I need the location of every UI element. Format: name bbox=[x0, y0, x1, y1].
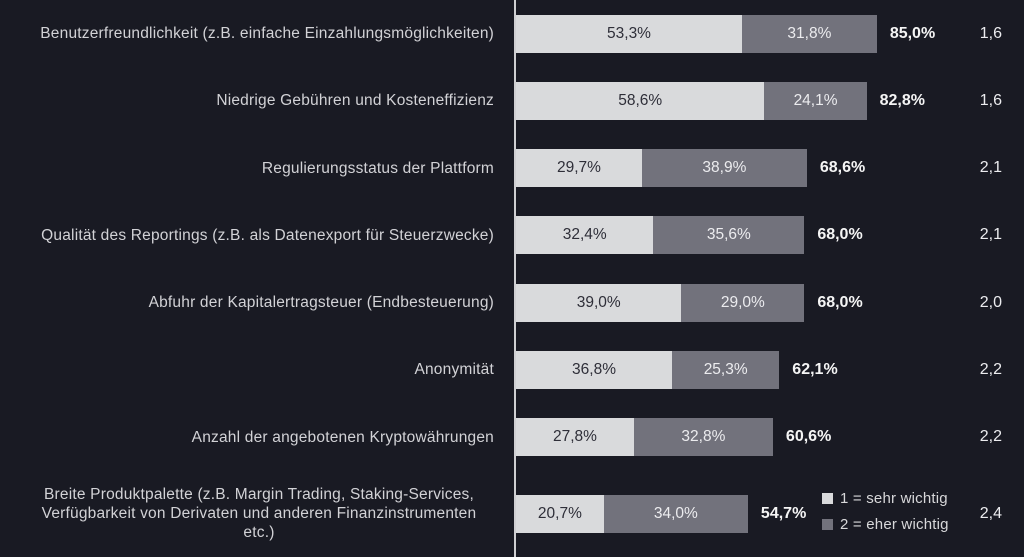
chart-row: Niedrige Gebühren und Kosteneffizienz 58… bbox=[0, 67, 1024, 134]
chart-row: Breite Produktpalette (z.B. Margin Tradi… bbox=[0, 471, 1024, 557]
mean-value-label: 2,1 bbox=[979, 226, 1002, 244]
bar-segment-eher-wichtig: 32,8% bbox=[633, 418, 773, 457]
bar-segment-sehr-wichtig: 20,7% bbox=[516, 494, 604, 533]
total-percent-label: 62,1% bbox=[792, 360, 838, 378]
bar-segment-eher-wichtig: 24,1% bbox=[764, 81, 867, 120]
category-label: Anzahl der angebotenen Kryptowährungen bbox=[191, 428, 494, 446]
stacked-bar: 39,0% 29,0% 68,0% bbox=[516, 283, 863, 322]
stacked-bar: 32,4% 35,6% 68,0% bbox=[516, 216, 863, 255]
segment-value-label: 20,7% bbox=[537, 504, 582, 522]
category-label: Niedrige Gebühren und Kosteneffizienz bbox=[216, 92, 494, 110]
category-label: Regulierungsstatus der Plattform bbox=[261, 159, 494, 177]
segment-value-label: 39,0% bbox=[576, 293, 621, 311]
total-percent-label: 82,8% bbox=[879, 91, 925, 109]
segment-value-label: 58,6% bbox=[618, 91, 663, 109]
mean-value-label: 1,6 bbox=[979, 24, 1002, 42]
mean-value-label: 2,1 bbox=[979, 159, 1002, 177]
total-percent-label: 60,6% bbox=[785, 428, 832, 446]
bar-segment-eher-wichtig: 25,3% bbox=[672, 350, 780, 389]
bar-segment-sehr-wichtig: 27,8% bbox=[516, 418, 634, 457]
segment-value-label: 34,0% bbox=[653, 504, 698, 522]
segment-value-label: 53,3% bbox=[607, 24, 651, 42]
mean-value-label: 2,0 bbox=[979, 293, 1002, 311]
stacked-bar: 58,6% 24,1% 82,8% bbox=[516, 81, 925, 120]
chart-row: Abfuhr der Kapitalertragsteuer (Endbeste… bbox=[0, 269, 1024, 336]
bar-segment-sehr-wichtig: 32,4% bbox=[516, 216, 654, 255]
legend-item-eher-wichtig: 2 = eher wichtig bbox=[822, 516, 949, 533]
segment-value-label: 25,3% bbox=[703, 360, 748, 378]
bar-segment-sehr-wichtig: 58,6% bbox=[516, 81, 765, 120]
bar-segment-sehr-wichtig: 53,3% bbox=[516, 14, 742, 53]
mean-value-label: 1,6 bbox=[979, 91, 1002, 109]
total-percent-label: 85,0% bbox=[889, 24, 936, 42]
legend-label-eher-wichtig: 2 = eher wichtig bbox=[840, 516, 949, 533]
legend-item-sehr-wichtig: 1 = sehr wichtig bbox=[822, 490, 949, 507]
segment-value-label: 24,1% bbox=[793, 91, 838, 109]
category-label: Abfuhr der Kapitalertragsteuer (Endbeste… bbox=[148, 294, 494, 312]
chart-row: Anzahl der angebotenen Kryptowährungen 2… bbox=[0, 404, 1024, 471]
legend-swatch-eher-wichtig bbox=[822, 519, 833, 530]
baseline-axis bbox=[514, 0, 516, 557]
total-percent-label: 68,0% bbox=[817, 293, 863, 311]
segment-value-label: 32,4% bbox=[562, 226, 607, 244]
chart-row: Regulierungsstatus der Plattform 29,7% 3… bbox=[0, 135, 1024, 202]
bar-segment-eher-wichtig: 34,0% bbox=[603, 494, 748, 533]
stacked-bar: 27,8% 32,8% 60,6% bbox=[516, 418, 832, 457]
segment-value-label: 35,6% bbox=[706, 226, 751, 244]
bar-segment-eher-wichtig: 31,8% bbox=[741, 14, 877, 53]
bar-segment-eher-wichtig: 35,6% bbox=[653, 216, 805, 255]
stacked-bar: 36,8% 25,3% 62,1% bbox=[516, 350, 838, 389]
chart-row: Benutzerfreundlichkeit (z.B. einfache Ei… bbox=[0, 0, 1024, 67]
segment-value-label: 29,0% bbox=[720, 293, 765, 311]
mean-value-label: 2,4 bbox=[979, 504, 1002, 522]
bar-segment-sehr-wichtig: 29,7% bbox=[516, 149, 642, 188]
category-label: Breite Produktpalette (z.B. Margin Tradi… bbox=[41, 486, 477, 542]
bar-segment-eher-wichtig: 38,9% bbox=[641, 149, 807, 188]
total-percent-label: 54,7% bbox=[760, 504, 807, 522]
mean-value-label: 2,2 bbox=[979, 360, 1002, 378]
stacked-bar: 29,7% 38,9% 68,6% bbox=[516, 149, 866, 188]
stacked-bar: 53,3% 31,8% 85,0% bbox=[516, 14, 936, 53]
legend-label-sehr-wichtig: 1 = sehr wichtig bbox=[840, 490, 948, 507]
segment-value-label: 32,8% bbox=[681, 428, 726, 446]
bar-segment-sehr-wichtig: 39,0% bbox=[516, 283, 682, 322]
total-percent-label: 68,6% bbox=[819, 159, 866, 177]
chart-row: Qualität des Reportings (z.B. als Datene… bbox=[0, 202, 1024, 269]
segment-value-label: 38,9% bbox=[702, 159, 747, 177]
mean-value-label: 2,2 bbox=[979, 428, 1002, 446]
legend-swatch-sehr-wichtig bbox=[822, 493, 833, 504]
chart-row: Anonymität 36,8% 25,3% 62,1% 2,2 bbox=[0, 336, 1024, 403]
segment-value-label: 36,8% bbox=[572, 360, 616, 378]
bar-segment-sehr-wichtig: 36,8% bbox=[516, 350, 673, 389]
segment-value-label: 27,8% bbox=[552, 428, 597, 446]
category-label: Anonymität bbox=[414, 361, 494, 379]
segment-value-label: 29,7% bbox=[556, 159, 601, 177]
category-label: Benutzerfreundlichkeit (z.B. einfache Ei… bbox=[40, 25, 494, 43]
total-percent-label: 68,0% bbox=[817, 226, 863, 244]
bar-segment-eher-wichtig: 29,0% bbox=[681, 283, 805, 322]
legend: 1 = sehr wichtig 2 = eher wichtig bbox=[822, 490, 949, 533]
stacked-bar: 20,7% 34,0% 54,7% bbox=[516, 494, 807, 533]
category-label: Qualität des Reportings (z.B. als Datene… bbox=[41, 226, 494, 244]
segment-value-label: 31,8% bbox=[787, 24, 832, 42]
